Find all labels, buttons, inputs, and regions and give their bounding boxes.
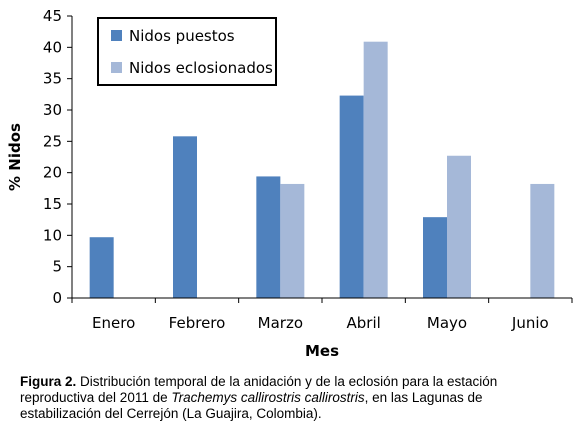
y-axis-title: % Nidos <box>6 123 24 191</box>
x-tick-label: Abril <box>347 314 381 332</box>
x-axis-ticks: Enero Febrero Marzo Abril Mayo Junio <box>71 298 573 332</box>
figure-caption: Figura 2. Distribución temporal de la an… <box>20 374 560 422</box>
y-tick-label: 35 <box>43 70 62 88</box>
bar-nidos-puestos <box>339 95 364 298</box>
bar-chart: 0 5 10 15 20 25 30 35 40 45 Enero Febrero Marzo Abri… <box>6 7 573 360</box>
y-axis-ticks: 0 5 10 15 20 25 30 35 40 45 <box>43 7 72 307</box>
y-tick-label: 30 <box>43 101 62 119</box>
bar-nidos-puestos <box>173 136 197 298</box>
y-tick-label: 40 <box>43 38 62 56</box>
y-tick-label: 5 <box>52 258 62 276</box>
legend-box <box>97 17 277 86</box>
x-tick-label: Enero <box>92 314 135 332</box>
legend-swatch-puestos <box>111 30 122 41</box>
caption-species: Trachemys callirostris callirostris <box>171 390 365 405</box>
y-tick-label: 45 <box>43 7 62 25</box>
bar-nidos-puestos <box>256 176 281 298</box>
x-axis-title: Mes <box>305 342 339 360</box>
caption-label: Figura 2. <box>20 374 77 389</box>
bars <box>89 41 555 299</box>
bar-nidos-eclosionados <box>280 183 305 298</box>
legend-label-eclosionados: Nidos eclosionados <box>129 59 273 77</box>
x-tick-label: Junio <box>511 314 549 332</box>
y-tick-label: 15 <box>43 195 62 213</box>
x-tick-label: Mayo <box>427 314 467 332</box>
legend-label-puestos: Nidos puestos <box>129 27 235 45</box>
bar-nidos-eclosionados <box>363 41 388 299</box>
x-tick-label: Febrero <box>169 314 226 332</box>
bar-nidos-eclosionados <box>447 155 471 298</box>
bar-nidos-puestos <box>89 237 114 298</box>
bar-nidos-eclosionados <box>530 183 555 298</box>
legend: Nidos puestos Nidos eclosionados <box>97 17 277 86</box>
caption-text-before: Distribución temporal de la anidación y … <box>20 374 498 405</box>
y-tick-label: 25 <box>43 132 62 150</box>
x-tick-label: Marzo <box>258 314 303 332</box>
y-tick-label: 20 <box>43 164 62 182</box>
y-tick-label: 0 <box>52 289 62 307</box>
bar-nidos-puestos <box>423 217 447 298</box>
y-tick-label: 10 <box>43 226 62 244</box>
caption-text-after: , en las Lagunas de estabilización del C… <box>20 390 483 421</box>
legend-swatch-eclosionados <box>111 62 122 73</box>
